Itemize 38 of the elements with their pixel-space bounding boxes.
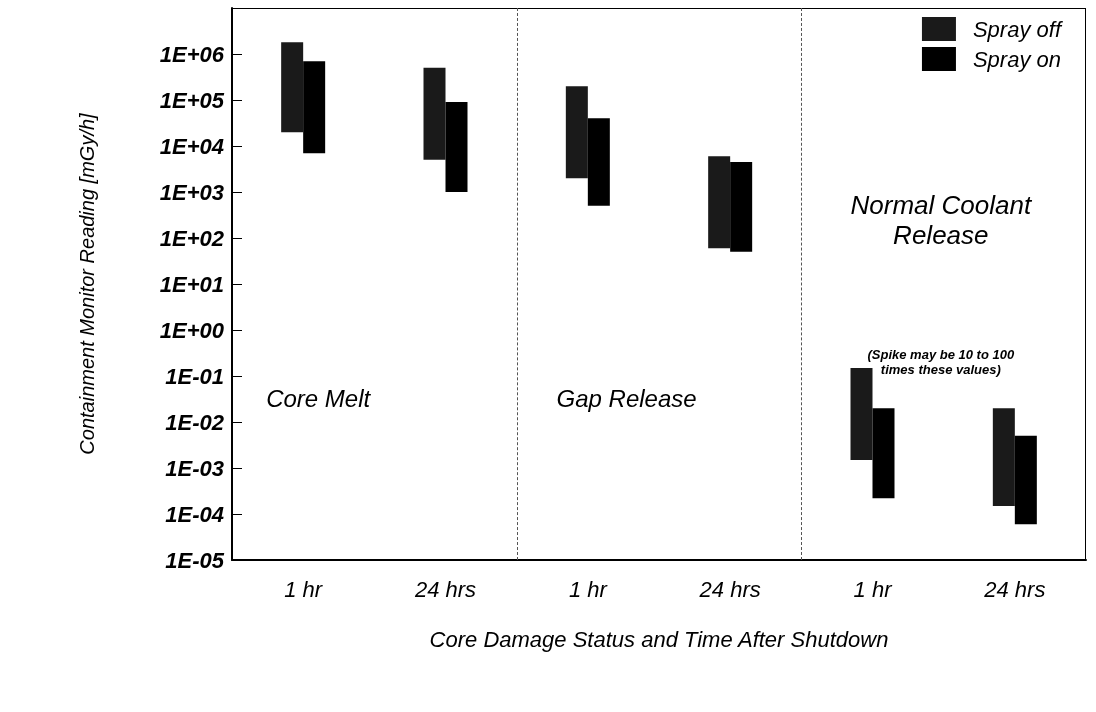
x-tick-label: 1 hr — [568, 576, 609, 602]
bar — [445, 102, 468, 192]
y-tick-label: 1E+05 — [159, 87, 225, 113]
annotation: Normal Coolant Release — [850, 189, 1033, 250]
y-tick-label: 1E+01 — [159, 271, 224, 297]
bar — [730, 161, 753, 252]
y-tick-label: 1E+04 — [159, 133, 224, 159]
x-tick-label: 1 hr — [284, 576, 324, 602]
x-tick-label: 24 hrs — [983, 576, 1046, 602]
bar — [872, 408, 895, 499]
bar — [708, 156, 731, 249]
y-tick-label: 1E-05 — [165, 547, 225, 573]
x-tick-label: 24 hrs — [698, 576, 761, 602]
legend-label: Spray on — [972, 46, 1062, 72]
y-tick-label: 1E+00 — [159, 317, 225, 343]
annotation: Gap Release — [556, 385, 697, 413]
bar — [281, 42, 304, 133]
bar — [303, 61, 326, 154]
x-tick-label: 24 hrs — [413, 576, 477, 602]
y-tick-label: 1E-04 — [165, 501, 224, 527]
y-tick-label: 1E-02 — [165, 409, 225, 435]
bar — [992, 408, 1015, 506]
bar — [850, 367, 873, 460]
bar — [587, 118, 610, 206]
y-axis-title: Containment Monitor Reading [mGy/h] — [76, 112, 98, 455]
annotation: Core Melt — [266, 385, 372, 413]
y-tick-label: 1E+02 — [159, 225, 225, 251]
annotation: (Spike may be 10 to 100 times these values) — [867, 346, 1015, 377]
y-tick-label: 1E-01 — [165, 363, 224, 389]
y-tick-label: 1E+03 — [159, 179, 224, 205]
y-tick-label: 1E+06 — [159, 41, 225, 67]
bar — [423, 67, 446, 160]
x-tick-label: 1 hr — [853, 576, 894, 602]
y-tick-label: 1E-03 — [165, 455, 224, 481]
x-axis-title: Core Damage Status and Time After Shutdown — [429, 626, 889, 652]
bar — [1014, 435, 1037, 525]
bar — [565, 86, 588, 179]
legend-label: Spray off — [972, 16, 1064, 42]
